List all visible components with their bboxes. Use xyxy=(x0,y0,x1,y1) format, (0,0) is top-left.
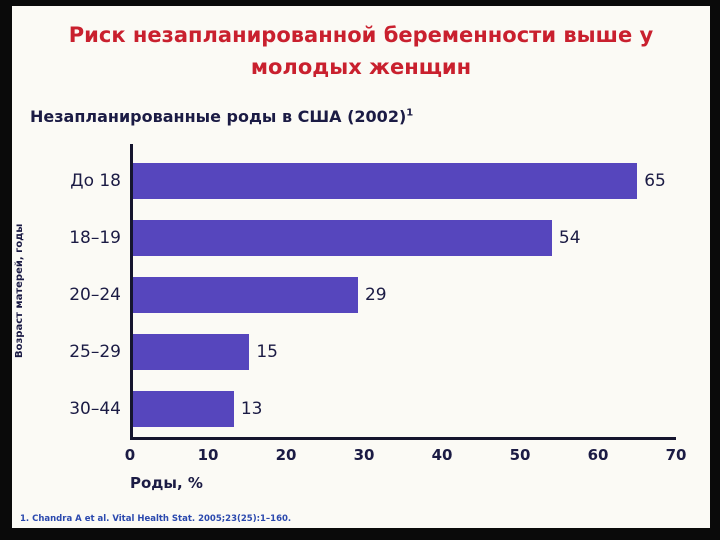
bar xyxy=(133,162,638,199)
slide-title-line-2: молодых женщин xyxy=(250,54,472,79)
category-label: 30–44 xyxy=(69,398,121,419)
x-tick-label: 60 xyxy=(587,446,609,464)
slide: Риск незапланированной беременности выше… xyxy=(12,6,710,528)
x-tick-label: 0 xyxy=(124,446,136,464)
category-label: 18–19 xyxy=(69,227,121,248)
chart-subtitle-superscript: 1 xyxy=(406,107,414,119)
bar-chart: Возраст матерей, годы До 18 65 18–19 54 20–2… xyxy=(14,144,687,492)
bar-row: 25–29 15 xyxy=(69,323,676,380)
x-tick-label: 10 xyxy=(197,446,219,464)
category-label: До 18 xyxy=(70,170,121,191)
slide-title: Риск незапланированной беременности выше… xyxy=(12,6,710,83)
x-tick-label: 50 xyxy=(509,446,531,464)
slide-title-line-1: Риск незапланированной беременности выше… xyxy=(68,23,654,47)
x-tick-label: 30 xyxy=(353,446,375,464)
x-tick-label: 70 xyxy=(665,446,687,464)
chart-subtitle: Незапланированные роды в США (2002)1 xyxy=(30,107,710,126)
footnote: 1. Chandra A et al. Vital Health Stat. 2… xyxy=(20,514,292,524)
bar xyxy=(133,276,358,313)
bar xyxy=(133,333,250,370)
x-axis-title: Роды, % xyxy=(130,474,203,492)
value-label: 13 xyxy=(240,398,263,419)
bar-row: До 18 65 xyxy=(70,152,676,209)
category-label: 25–29 xyxy=(69,341,121,362)
value-label: 29 xyxy=(364,284,387,305)
x-tick-label: 40 xyxy=(431,446,453,464)
y-axis-title: Возраст матерей, годы xyxy=(14,223,25,358)
value-label: 65 xyxy=(644,170,666,191)
chart-subtitle-text: Незапланированные роды в США (2002) xyxy=(30,107,407,126)
value-label: 54 xyxy=(558,227,581,248)
bar xyxy=(133,219,552,256)
plot-area: До 18 65 18–19 54 20–24 29 25–29 15 30–44 13 xyxy=(69,144,676,440)
x-tick-label: 20 xyxy=(275,446,297,464)
bar-row: 20–24 29 xyxy=(69,266,676,323)
bar-row: 30–44 13 xyxy=(69,380,676,437)
value-label: 15 xyxy=(256,341,278,362)
bar xyxy=(133,390,234,427)
category-label: 20–24 xyxy=(69,284,121,305)
bar-row: 18–19 54 xyxy=(69,209,676,266)
x-axis: 0 10 20 30 40 50 60 70 xyxy=(125,440,687,466)
